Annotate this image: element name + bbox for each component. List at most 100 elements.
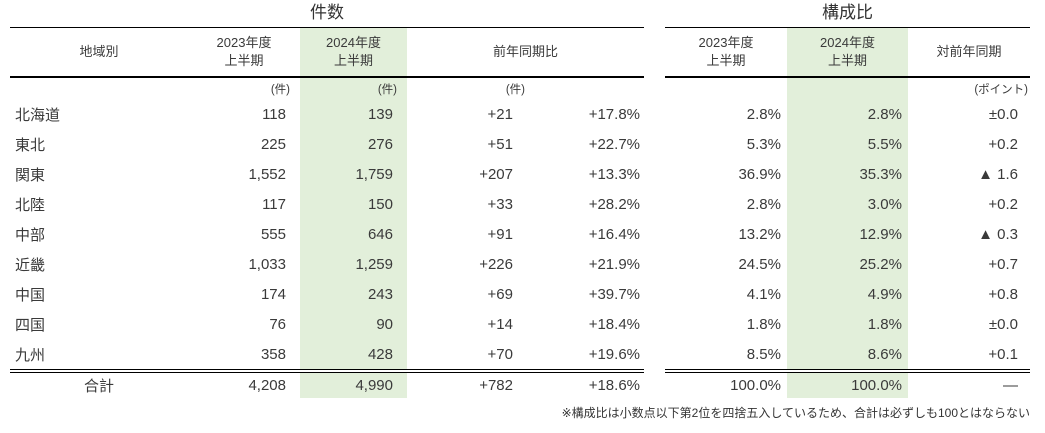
col-header-yoy: 前年同期比 xyxy=(492,44,558,60)
table-row: 1.8% 1.8% ±0.0 xyxy=(665,309,1030,339)
count-2023-value: 117 xyxy=(262,195,286,213)
count-2023-value: 358 xyxy=(260,345,286,363)
share-2024-value: 12.9% xyxy=(787,219,908,249)
table-row: 36.9% 35.3% ▲ 1.6 xyxy=(665,159,1030,189)
share-2024-value: 8.6% xyxy=(787,339,908,369)
count-2024-value: 150 xyxy=(300,189,407,219)
yoy-pct-value: +16.4% xyxy=(588,225,640,243)
unit-label-count: (件) xyxy=(270,83,290,96)
unit-row-spacer xyxy=(787,78,908,99)
footnote: ※構成比は小数点以下第2位を四捨五入しているため、合計は必ずしも100とはならな… xyxy=(561,406,1030,420)
share-2023-value: 36.9% xyxy=(738,165,781,183)
count-2023-value: 174 xyxy=(260,285,286,303)
count-2023-value: 1,552 xyxy=(248,165,286,183)
share-diff-value: +0.2 xyxy=(988,195,1018,213)
share-2023-value: 24.5% xyxy=(738,255,781,273)
share-2024-value: 5.5% xyxy=(787,129,908,159)
region-label: 四国 xyxy=(15,316,46,334)
table-row: 中部 555 646 +91 +16.4% xyxy=(10,219,644,249)
total-row: 合計 4,208 4,990 +782 +18.6% xyxy=(10,369,644,398)
share-diff-value: +0.2 xyxy=(988,135,1018,153)
region-label: 中部 xyxy=(15,226,46,244)
table-row: 東北 225 276 +51 +22.7% xyxy=(10,129,644,159)
share-2023-value: 8.5% xyxy=(746,345,781,363)
total-yoy-pct: +18.6% xyxy=(588,377,640,394)
share-2023-value: 2.8% xyxy=(746,195,781,213)
total-share-2024: 100.0% xyxy=(787,373,908,398)
count-2023-value: 118 xyxy=(262,105,286,123)
composition-table: 構成比 2023年度 上半期 2024年度 上半期 対前年同期 (ポイント) 2… xyxy=(665,0,1030,398)
total-row: 100.0% 100.0% — xyxy=(665,369,1030,398)
table-row: 北海道 118 139 +21 +17.8% xyxy=(10,99,644,129)
table-row: 2.8% 3.0% +0.2 xyxy=(665,189,1030,219)
table-row: 24.5% 25.2% +0.7 xyxy=(665,249,1030,279)
total-share-2023: 100.0% xyxy=(730,377,781,394)
share-2024-value: 35.3% xyxy=(787,159,908,189)
count-2023-value: 555 xyxy=(260,225,286,243)
count-2024-value: 139 xyxy=(300,99,407,129)
count-2024-value: 276 xyxy=(300,129,407,159)
total-count-2023: 4,208 xyxy=(248,377,286,394)
share-diff-value: +0.1 xyxy=(988,345,1018,363)
yoy-pct-value: +39.7% xyxy=(588,285,640,303)
region-label: 北陸 xyxy=(15,196,46,214)
table-row: 8.5% 8.6% +0.1 xyxy=(665,339,1030,369)
region-label: 中国 xyxy=(15,286,46,304)
count-2023-value: 1,033 xyxy=(248,255,286,273)
cases-table-header-row: 地域別 2023年度 上半期 2024年度 上半期 前年同期比 xyxy=(10,28,644,78)
yoy-diff-value: +33 xyxy=(487,195,513,213)
share-2023-value: 2.8% xyxy=(746,105,781,123)
total-share-diff: — xyxy=(1003,377,1018,394)
composition-unit-row: (ポイント) xyxy=(665,78,1030,99)
unit-row-spacer xyxy=(10,78,188,99)
col-header-fy2023: 2023年度 上半期 xyxy=(216,35,272,68)
cases-table: 件数 地域別 2023年度 上半期 2024年度 上半期 前年同期比 (件) (… xyxy=(10,0,644,398)
col-header-share-fy2024: 2024年度 上半期 xyxy=(787,28,908,76)
yoy-diff-value: +70 xyxy=(487,345,513,363)
table-row: 四国 76 90 +14 +18.4% xyxy=(10,309,644,339)
share-2023-value: 13.2% xyxy=(738,225,781,243)
count-2023-value: 225 xyxy=(260,135,286,153)
total-count-2024: 4,990 xyxy=(300,373,407,398)
yoy-diff-value: +226 xyxy=(479,255,513,273)
share-diff-value: +0.7 xyxy=(988,255,1018,273)
yoy-diff-value: +14 xyxy=(487,315,513,333)
composition-table-header-row: 2023年度 上半期 2024年度 上半期 対前年同期 xyxy=(665,28,1030,78)
total-yoy-diff: +782 xyxy=(479,377,513,394)
yoy-diff-value: +51 xyxy=(487,135,513,153)
region-label: 東北 xyxy=(15,136,46,154)
count-2024-value: 428 xyxy=(300,339,407,369)
unit-label-count: (件) xyxy=(505,83,525,96)
share-2024-value: 1.8% xyxy=(787,309,908,339)
share-diff-value: ▲ 1.6 xyxy=(978,165,1018,183)
yoy-pct-value: +19.6% xyxy=(588,345,640,363)
region-label: 関東 xyxy=(15,166,46,184)
share-2023-value: 4.1% xyxy=(746,285,781,303)
share-diff-value: +0.8 xyxy=(988,285,1018,303)
table-row: 近畿 1,033 1,259 +226 +21.9% xyxy=(10,249,644,279)
unit-label-count: (件) xyxy=(300,78,407,99)
col-header-vs-prev-year: 対前年同期 xyxy=(936,44,1002,60)
region-label: 近畿 xyxy=(15,256,46,274)
count-2024-value: 1,259 xyxy=(300,249,407,279)
table-row: 中国 174 243 +69 +39.7% xyxy=(10,279,644,309)
unit-label-point: (ポイント) xyxy=(974,83,1028,96)
region-label: 九州 xyxy=(15,346,46,364)
count-2024-value: 243 xyxy=(300,279,407,309)
table-row: 2.8% 2.8% ±0.0 xyxy=(665,99,1030,129)
table-row: 4.1% 4.9% +0.8 xyxy=(665,279,1030,309)
cases-table-title: 件数 xyxy=(10,0,644,28)
yoy-pct-value: +18.4% xyxy=(588,315,640,333)
share-2024-value: 3.0% xyxy=(787,189,908,219)
yoy-pct-value: +22.7% xyxy=(588,135,640,153)
cases-unit-row: (件) (件) (件) xyxy=(10,78,644,99)
composition-table-title: 構成比 xyxy=(665,0,1030,28)
yoy-pct-value: +28.2% xyxy=(588,195,640,213)
yoy-diff-value: +207 xyxy=(479,165,513,183)
table-row: 関東 1,552 1,759 +207 +13.3% xyxy=(10,159,644,189)
yoy-diff-value: +69 xyxy=(487,285,513,303)
count-2024-value: 90 xyxy=(300,309,407,339)
table-row: 13.2% 12.9% ▲ 0.3 xyxy=(665,219,1030,249)
share-diff-value: ±0.0 xyxy=(988,315,1018,333)
